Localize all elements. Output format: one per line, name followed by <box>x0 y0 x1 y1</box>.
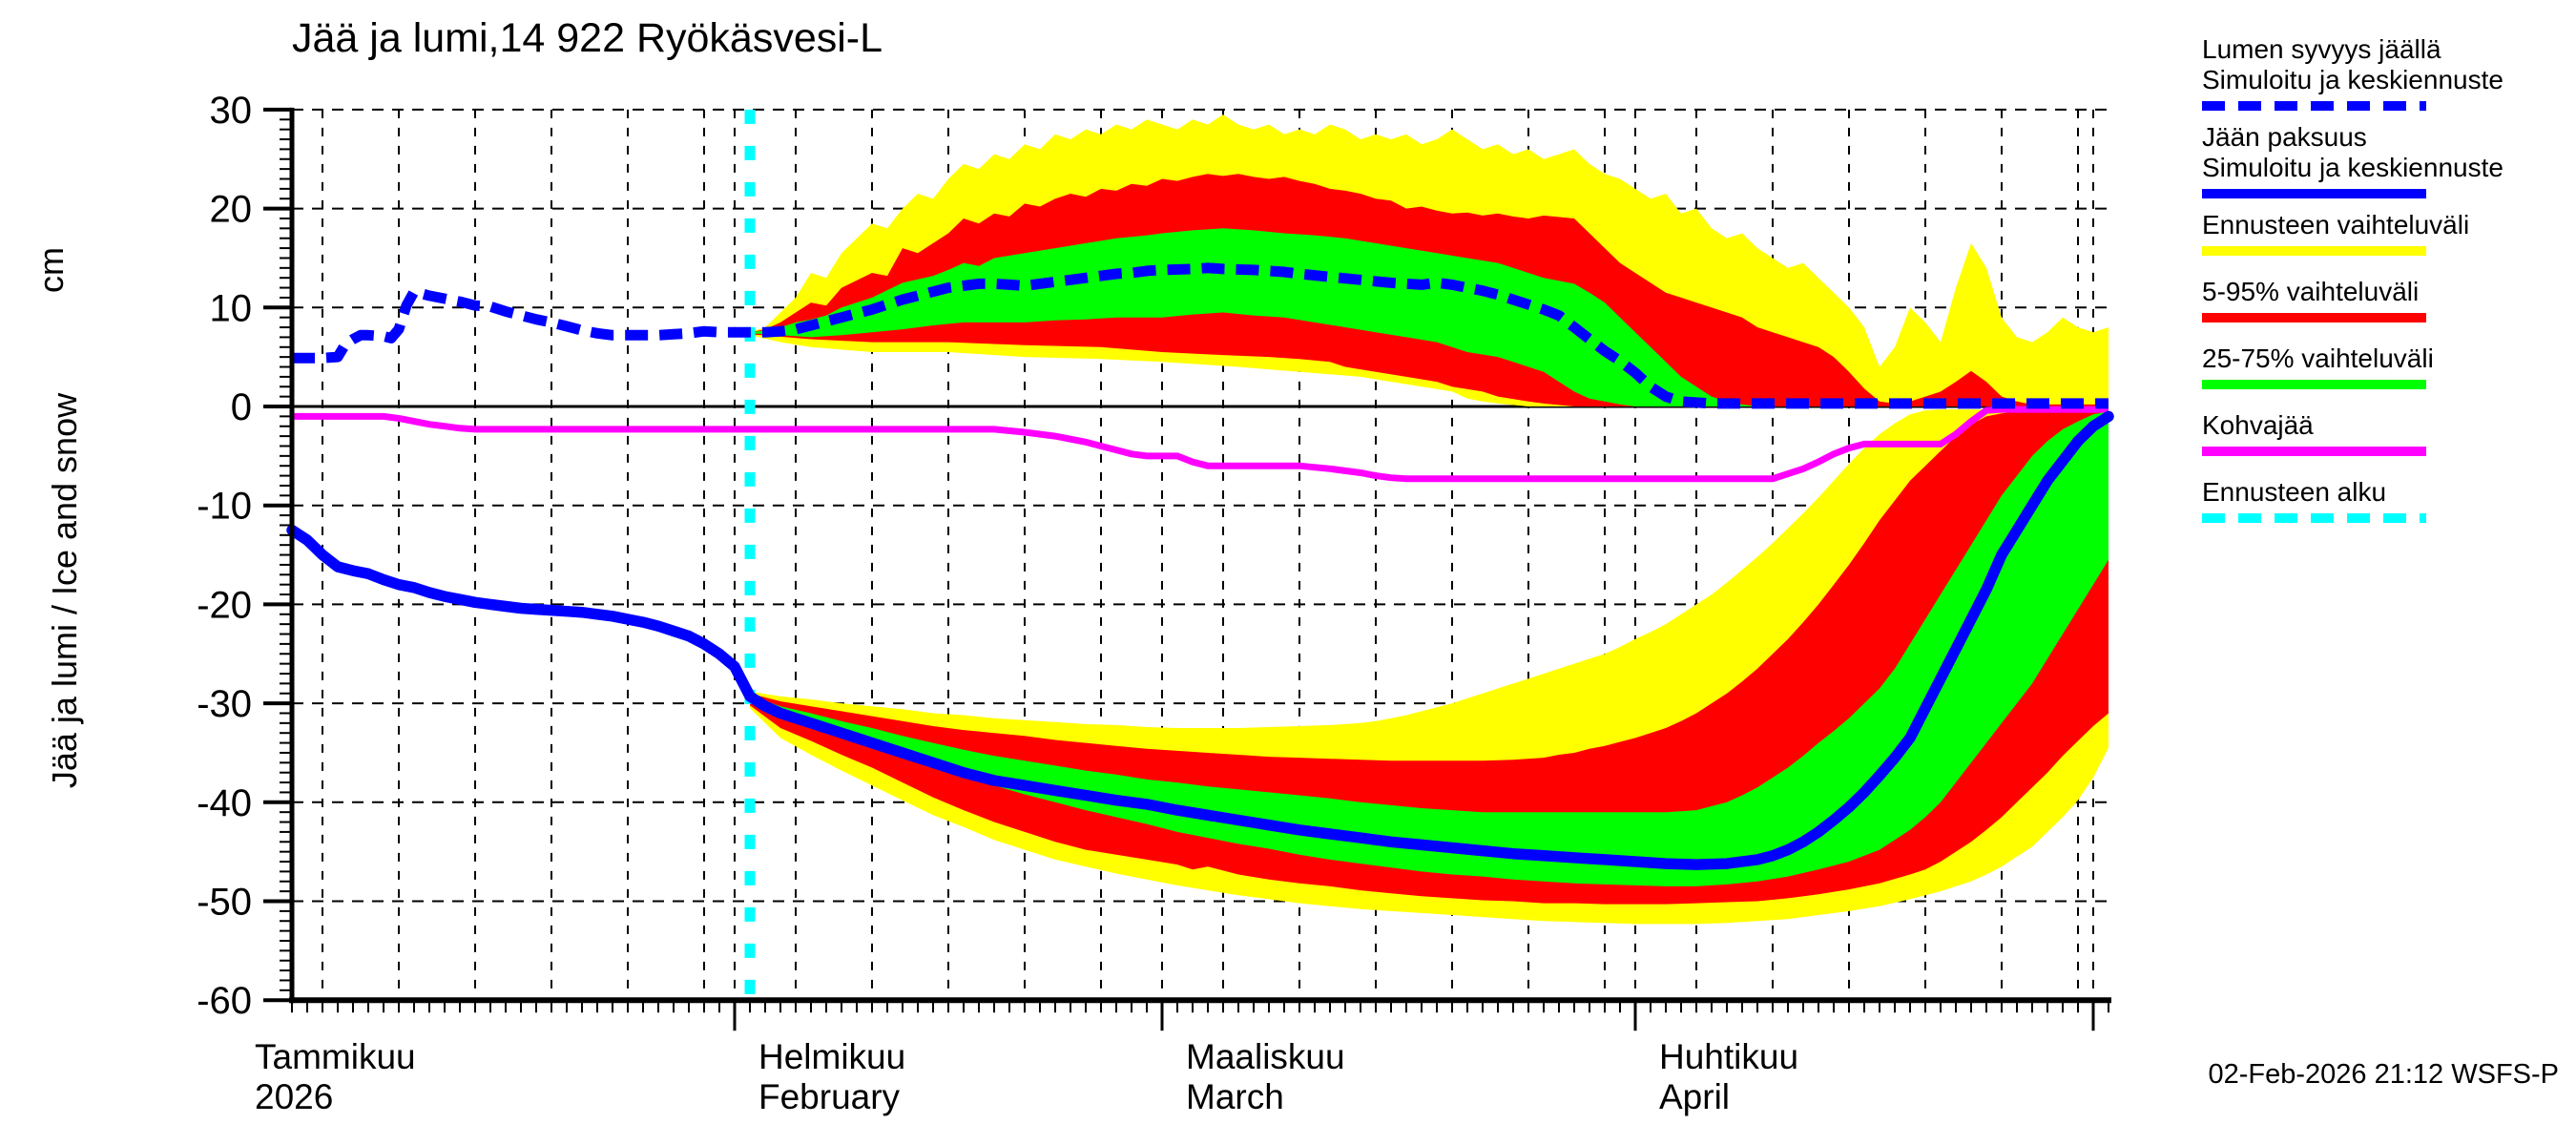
month-label-fi: Helmikuu <box>758 1037 905 1076</box>
legend-label: Simuloitu ja keskiennuste <box>2202 65 2503 94</box>
y-tick-label: -20 <box>197 584 252 626</box>
month-label-sub: February <box>758 1077 901 1116</box>
legend-label: Kohvajää <box>2202 410 2314 440</box>
legend-item-4: 25-75% vaihteluväli <box>2202 344 2434 389</box>
y-tick-label: -40 <box>197 782 252 824</box>
legend-item-3: 5-95% vaihteluväli <box>2202 277 2426 323</box>
forecast-bands <box>750 114 2109 925</box>
legend-item-6: Ennusteen alku <box>2202 477 2426 523</box>
month-label-sub: April <box>1659 1077 1730 1116</box>
y-tick-label: -30 <box>197 683 252 725</box>
month-label-fi: Tammikuu <box>255 1037 416 1076</box>
legend-label: 5-95% vaihteluväli <box>2202 277 2420 306</box>
kohvajaa-line <box>292 406 2109 483</box>
month-label-fi: Huhtikuu <box>1659 1037 1798 1076</box>
legend-swatch-line <box>2202 513 2426 523</box>
ice-thickness-median-line <box>286 410 2114 870</box>
legend-swatch-line <box>2202 380 2426 389</box>
legend-item-1: Jään paksuus Simuloitu ja keskiennuste <box>2202 122 2503 198</box>
legend-swatch-line <box>2202 313 2426 323</box>
y-tick-labels: 30 20 10 0 -10 -20 -30 -40 -50 -60 <box>197 90 252 1022</box>
legend-swatch-line <box>2202 447 2426 456</box>
legend-label: Simuloitu ja keskiennuste <box>2202 153 2503 182</box>
y-tick-label: 30 <box>210 90 253 132</box>
snow-depth-median-line <box>292 262 2109 409</box>
legend-swatch-line <box>2202 246 2426 256</box>
legend-label: Ennusteen alku <box>2202 477 2387 507</box>
y-tick-label: 10 <box>210 287 253 329</box>
legend-swatch-line <box>2202 189 2426 198</box>
y-tick-label: -50 <box>197 882 252 924</box>
legend-label: Lumen syvyys jäällä <box>2202 34 2441 64</box>
legend-label: 25-75% vaihteluväli <box>2202 344 2434 373</box>
legend-label: Ennusteen vaihteluväli <box>2202 210 2470 239</box>
legend-item-0: Lumen syvyys jäällä Simuloitu ja keskienn… <box>2202 34 2503 111</box>
month-label-sub: 2026 <box>255 1077 333 1116</box>
timestamp: 02-Feb-2026 21:12 WSFS-P <box>2208 1059 2559 1090</box>
y-tick-label: 0 <box>231 386 252 428</box>
month-label-sub: March <box>1186 1077 1284 1116</box>
y-tick-label: -60 <box>197 980 252 1022</box>
legend-item-2: Ennusteen vaihteluväli <box>2202 210 2469 256</box>
band-snow-green <box>750 228 2109 406</box>
axes <box>263 107 2111 1031</box>
legend-swatch-line <box>2202 101 2426 111</box>
legend-item-5: Kohvajää <box>2202 410 2426 456</box>
y-tick-label: -10 <box>197 486 252 528</box>
chart-title: Jää ja lumi,14 922 Ryökäsvesi-L <box>292 15 883 61</box>
legend-label: Jään paksuus <box>2202 122 2367 152</box>
month-label-fi: Maaliskuu <box>1186 1037 1345 1076</box>
y-tick-label: 20 <box>210 189 253 231</box>
